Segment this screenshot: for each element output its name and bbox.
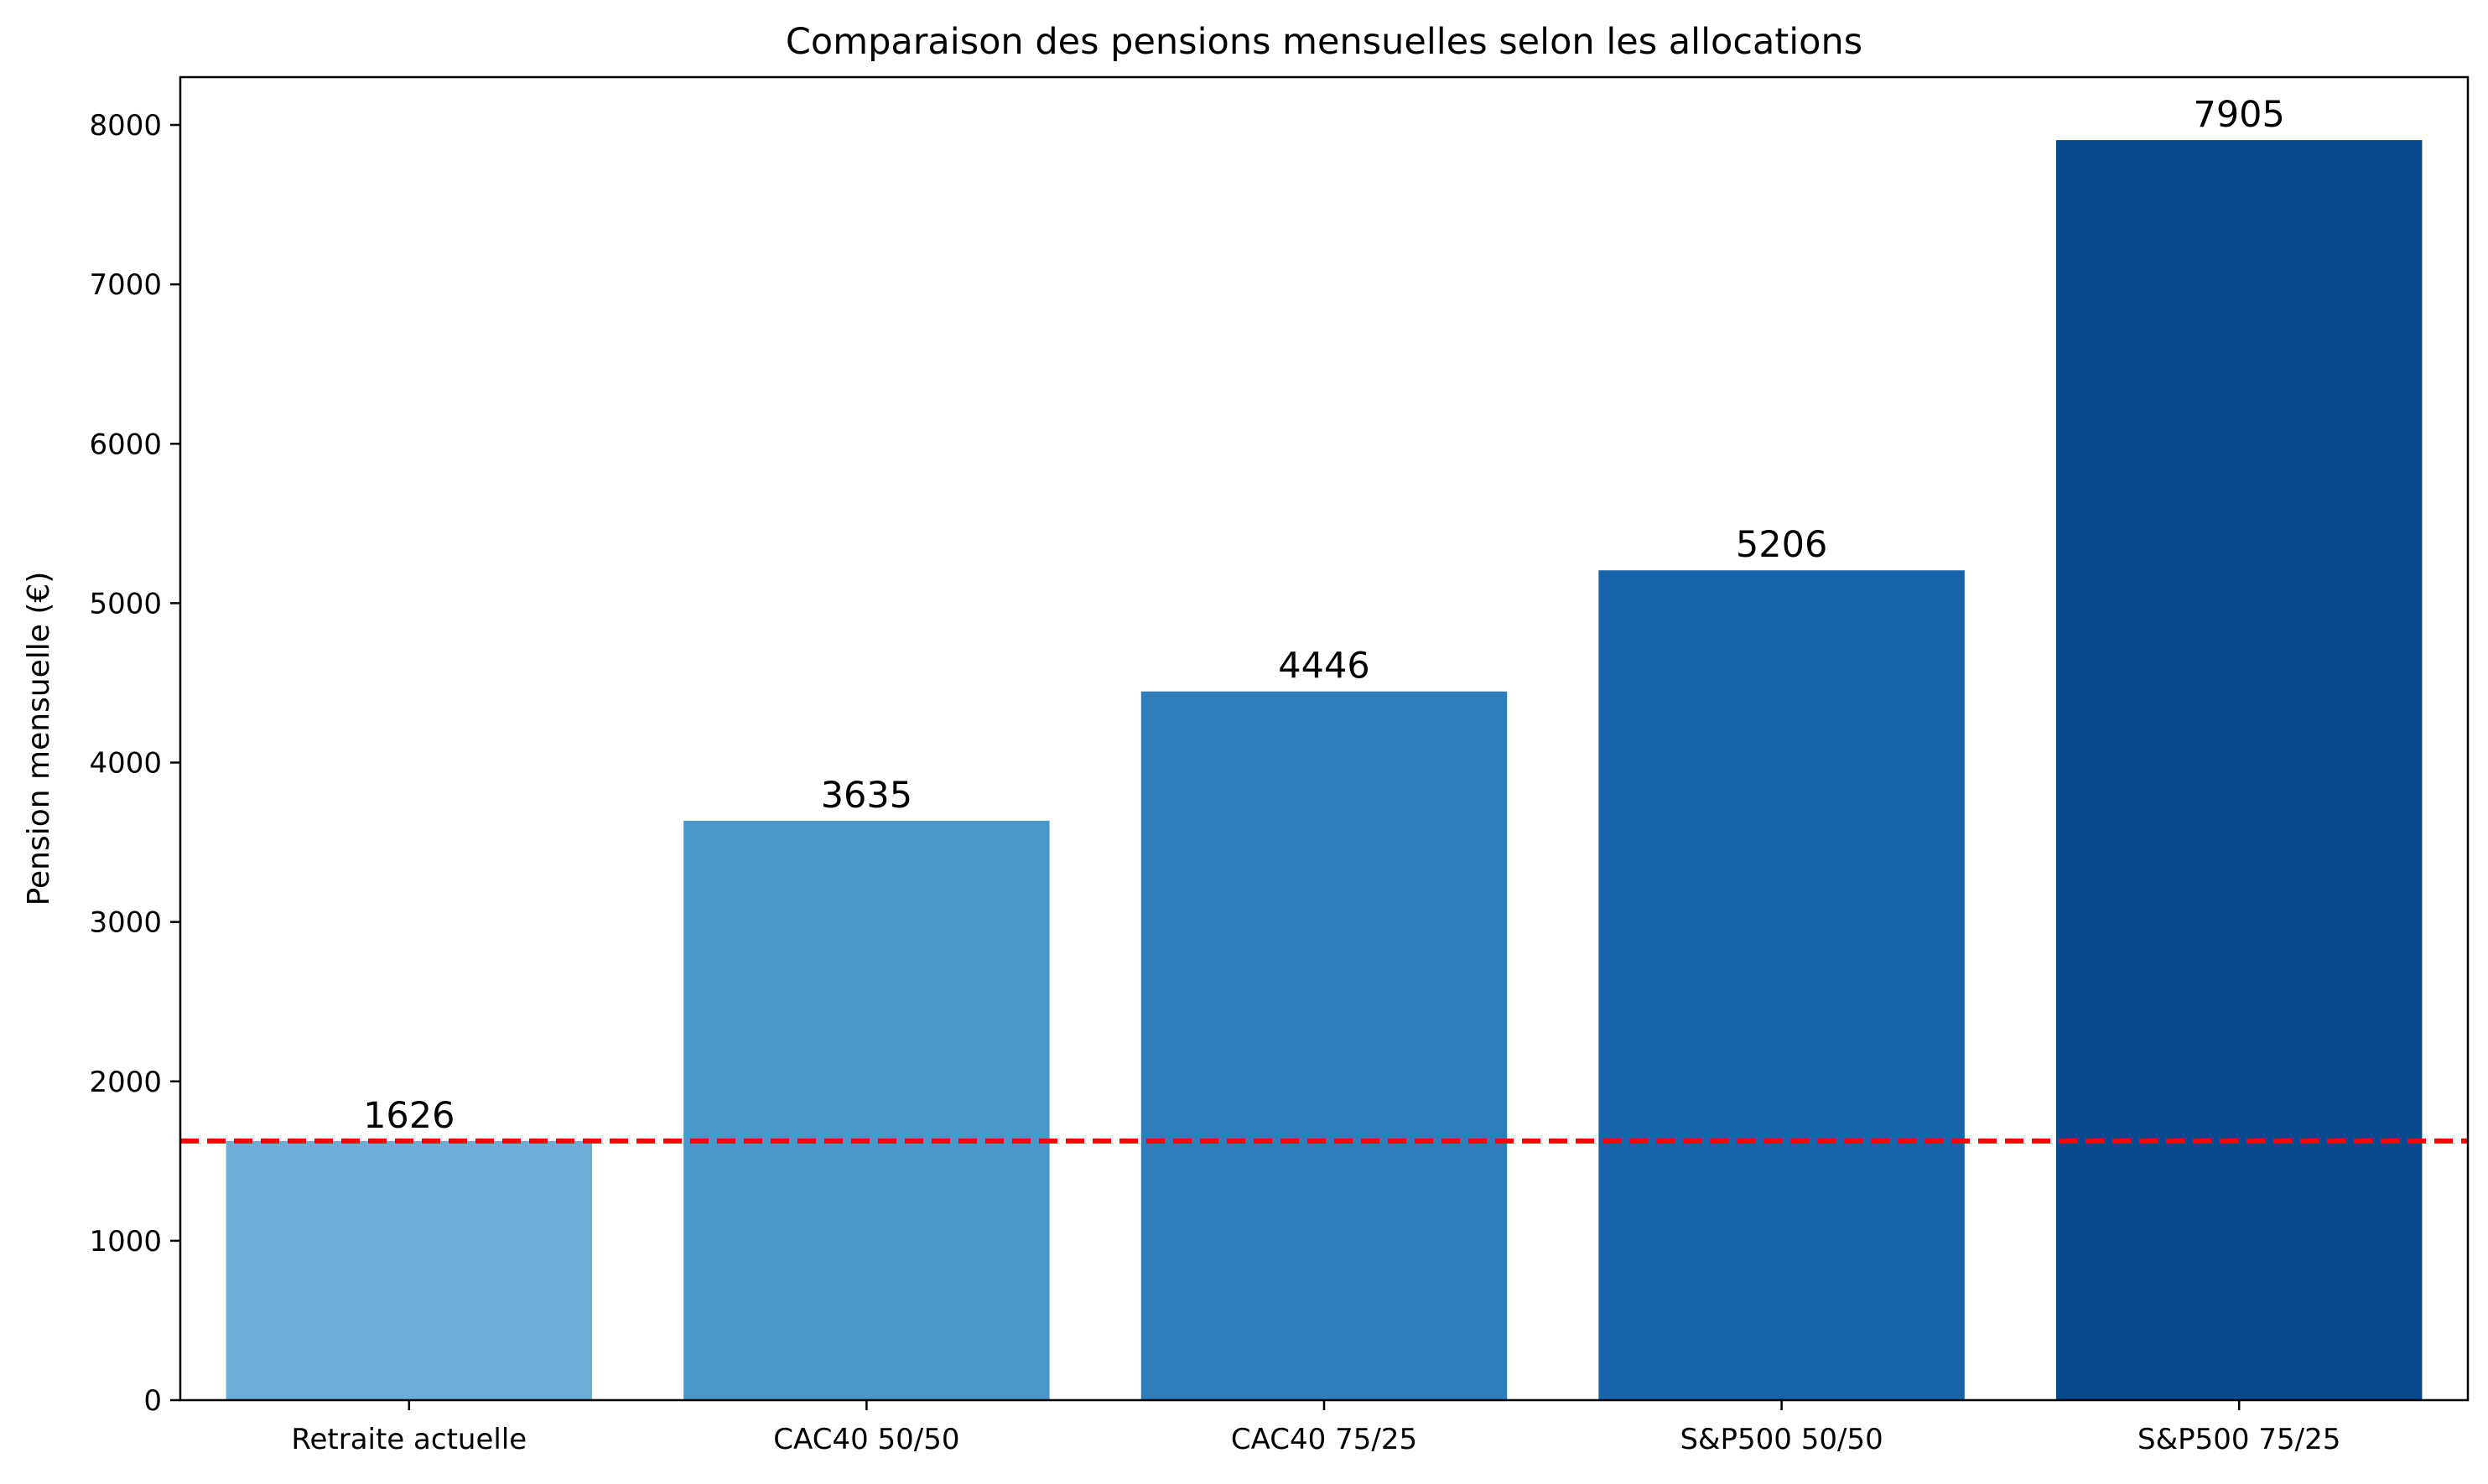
bar-3 — [1598, 570, 1965, 1400]
y-tick-label-8: 8000 — [89, 109, 162, 143]
plot-frame — [179, 75, 2470, 1402]
x-tick-label-2: CAC40 75/25 — [1231, 1423, 1417, 1456]
x-axis: Retraite actuelle CAC40 50/50 CAC40 75/25 S… — [291, 1400, 2340, 1456]
x-tick-label-4: S&P500 75/25 — [2137, 1423, 2340, 1456]
y-tick-label-4: 4000 — [89, 747, 162, 781]
data-label-2: 4446 — [1278, 646, 1369, 688]
y-tick-label-6: 6000 — [89, 428, 162, 461]
x-tick-label-3: S&P500 50/50 — [1680, 1423, 1883, 1456]
y-tick-label-3: 3000 — [89, 906, 162, 940]
bar-1 — [683, 820, 1050, 1400]
y-tick-label-2: 2000 — [89, 1066, 162, 1099]
y-tick-label-7: 7000 — [89, 268, 162, 302]
y-tick-label-0: 0 — [143, 1384, 162, 1418]
bar-2 — [1140, 691, 1508, 1400]
data-label-0: 1626 — [363, 1095, 454, 1137]
bar-0 — [226, 1140, 593, 1400]
bars-group: 1626 3635 4446 5206 7905 — [226, 94, 2423, 1400]
data-label-1: 3635 — [821, 775, 912, 817]
data-label-3: 5206 — [1736, 524, 1827, 566]
y-tick-label-1: 1000 — [89, 1225, 162, 1258]
bar-4 — [2055, 140, 2423, 1400]
y-tick-label-5: 5000 — [89, 587, 162, 620]
x-tick-label-0: Retraite actuelle — [291, 1423, 527, 1456]
data-label-4: 7905 — [2193, 94, 2284, 136]
y-axis-title: Pension mensuelle (€) — [22, 572, 56, 906]
y-axis: 0 1000 2000 3000 4000 5000 6000 7000 8000 — [89, 109, 180, 1418]
x-tick-label-1: CAC40 50/50 — [773, 1423, 959, 1456]
chart-title: Comparaison des pensions mensuelles selo… — [786, 21, 1862, 63]
